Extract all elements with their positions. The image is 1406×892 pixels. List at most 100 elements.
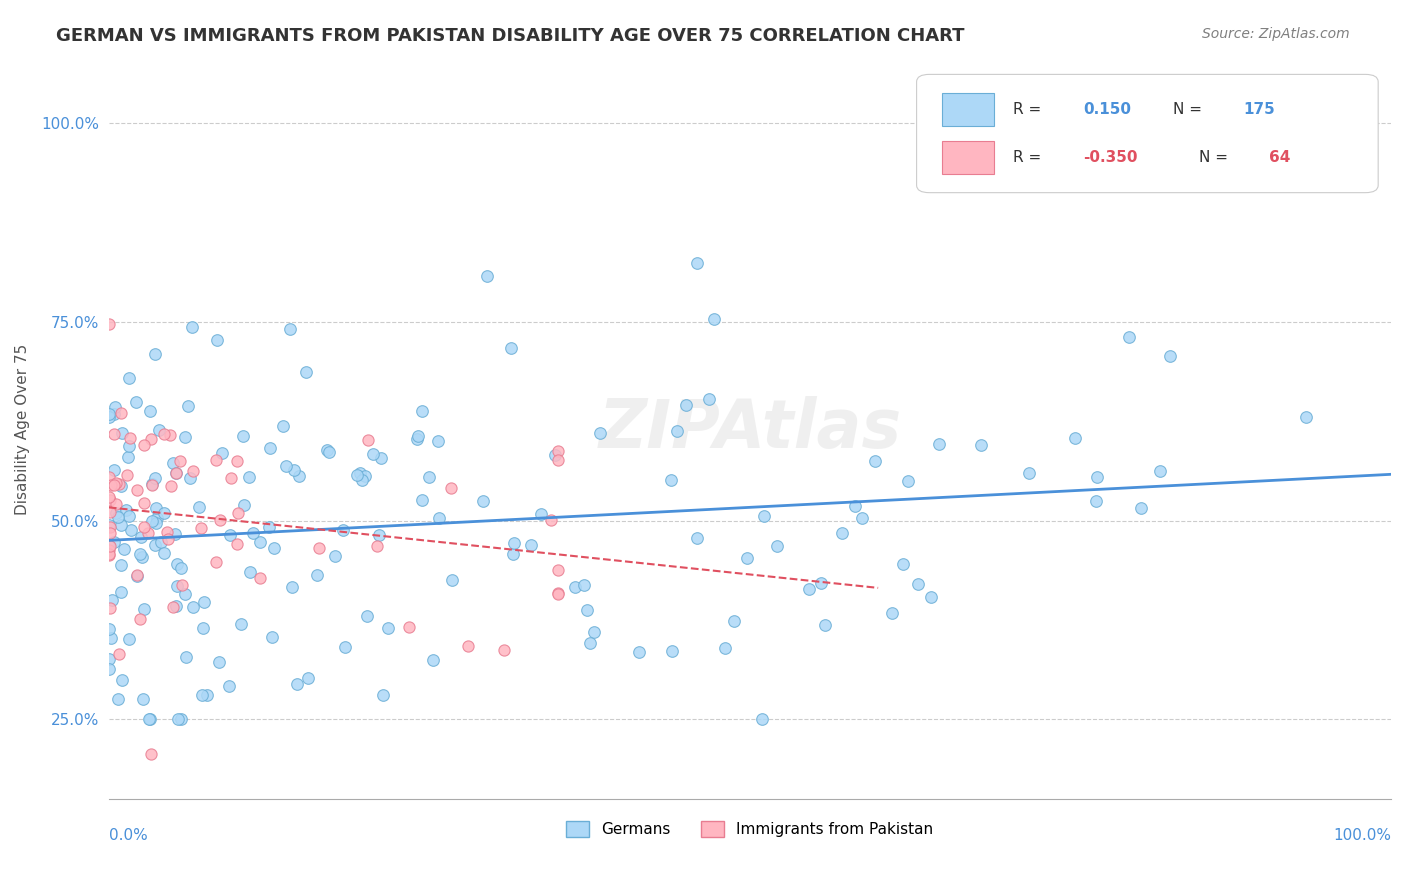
- Point: [576, 603, 599, 617]
- Text: 100.0%: 100.0%: [1333, 829, 1391, 844]
- Text: 0.150: 0.150: [1083, 102, 1132, 117]
- Point: [101, 593, 124, 607]
- Point: [173, 430, 195, 444]
- Point: [157, 533, 180, 547]
- FancyBboxPatch shape: [942, 93, 994, 126]
- Point: [316, 442, 339, 457]
- Point: [98, 505, 121, 519]
- Point: [703, 311, 725, 326]
- Point: [263, 541, 285, 555]
- Point: [239, 565, 262, 579]
- Point: [547, 585, 569, 599]
- Point: [98, 539, 121, 553]
- Point: [440, 481, 463, 495]
- Point: [117, 468, 139, 483]
- Point: [880, 606, 903, 620]
- Point: [499, 341, 522, 355]
- Point: [377, 621, 399, 635]
- Point: [370, 450, 392, 465]
- Point: [103, 535, 125, 549]
- Point: [325, 549, 347, 564]
- Point: [183, 600, 205, 615]
- Point: [145, 516, 167, 530]
- Point: [274, 458, 297, 473]
- Point: [162, 456, 184, 470]
- Point: [153, 506, 176, 520]
- Point: [193, 595, 215, 609]
- Point: [148, 423, 170, 437]
- Point: [411, 404, 433, 418]
- Point: [134, 437, 156, 451]
- Point: [440, 573, 463, 587]
- Point: [162, 600, 184, 615]
- Point: [118, 632, 141, 647]
- Point: [494, 642, 516, 657]
- Point: [98, 525, 121, 540]
- Point: [97, 409, 120, 424]
- Point: [520, 538, 543, 552]
- Point: [349, 466, 371, 480]
- Point: [1084, 494, 1107, 508]
- Point: [156, 525, 179, 540]
- Point: [219, 471, 242, 485]
- Point: [205, 453, 228, 467]
- Point: [353, 469, 375, 483]
- Point: [97, 490, 120, 504]
- Text: R =: R =: [1012, 151, 1046, 165]
- Point: [1129, 501, 1152, 516]
- Point: [132, 602, 155, 616]
- Point: [110, 558, 132, 573]
- Point: [928, 437, 950, 451]
- Point: [361, 447, 384, 461]
- Point: [138, 712, 160, 726]
- Point: [233, 499, 256, 513]
- Point: [226, 506, 249, 520]
- Point: [283, 463, 305, 477]
- Point: [169, 453, 191, 467]
- Point: [125, 568, 148, 582]
- Point: [145, 347, 167, 361]
- Point: [285, 677, 308, 691]
- Point: [579, 636, 602, 650]
- Point: [907, 576, 929, 591]
- Point: [159, 428, 181, 442]
- Point: [797, 582, 820, 596]
- Point: [281, 580, 304, 594]
- Point: [318, 445, 340, 459]
- FancyBboxPatch shape: [942, 141, 994, 174]
- Point: [308, 541, 330, 556]
- Point: [136, 526, 159, 541]
- Point: [111, 673, 134, 688]
- Point: [547, 587, 569, 601]
- Point: [138, 404, 160, 418]
- Point: [232, 429, 254, 443]
- Text: ZIPAtlas: ZIPAtlas: [599, 396, 901, 462]
- Point: [149, 535, 172, 549]
- Text: GERMAN VS IMMIGRANTS FROM PAKISTAN DISABILITY AGE OVER 75 CORRELATION CHART: GERMAN VS IMMIGRANTS FROM PAKISTAN DISAB…: [56, 27, 965, 45]
- Point: [165, 467, 187, 481]
- Point: [813, 617, 835, 632]
- Point: [104, 400, 127, 414]
- Point: [547, 563, 569, 577]
- Point: [427, 434, 450, 448]
- Point: [143, 471, 166, 485]
- Point: [218, 679, 240, 693]
- Point: [205, 333, 228, 347]
- Point: [675, 398, 697, 412]
- Point: [139, 432, 162, 446]
- Point: [475, 269, 498, 284]
- Point: [98, 651, 121, 665]
- Point: [242, 525, 264, 540]
- Point: [103, 478, 125, 492]
- Point: [503, 536, 526, 550]
- Point: [118, 438, 141, 452]
- Point: [120, 523, 142, 537]
- Point: [429, 511, 451, 525]
- Point: [165, 599, 187, 614]
- Point: [356, 609, 378, 624]
- Point: [174, 650, 197, 665]
- Text: N =: N =: [1173, 102, 1206, 117]
- Point: [471, 494, 494, 508]
- Point: [1149, 464, 1171, 478]
- Point: [111, 426, 134, 441]
